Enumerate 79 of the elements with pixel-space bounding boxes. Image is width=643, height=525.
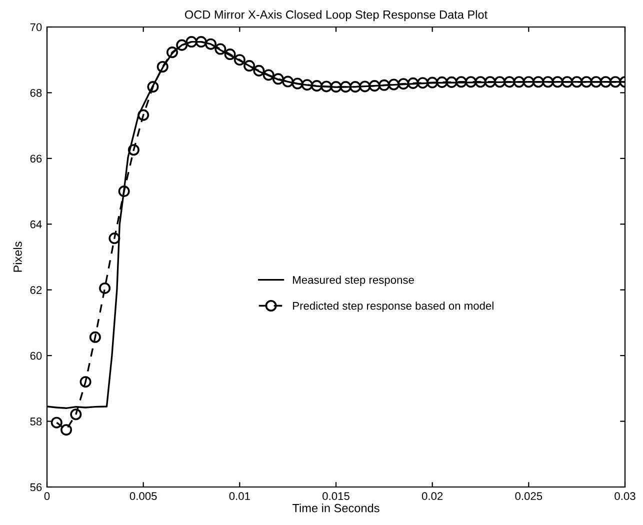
point xyxy=(234,54,246,66)
legend-label: Measured step response xyxy=(293,276,414,286)
point xyxy=(244,60,256,72)
point xyxy=(561,76,573,88)
point xyxy=(262,69,274,81)
point xyxy=(156,60,168,73)
point xyxy=(253,64,265,76)
point xyxy=(292,78,304,90)
point xyxy=(504,76,516,88)
point xyxy=(89,331,101,343)
point xyxy=(176,39,188,51)
point xyxy=(580,76,592,88)
point xyxy=(571,76,583,88)
point xyxy=(436,76,448,88)
point xyxy=(416,77,428,89)
point xyxy=(455,76,467,88)
legend-label: Predicted step response based on model xyxy=(293,302,494,312)
y-tick-label: 66 xyxy=(30,154,42,163)
point xyxy=(494,76,506,88)
x-tick-label: 0.03 xyxy=(614,492,636,500)
point xyxy=(350,81,362,93)
point xyxy=(310,80,322,92)
y-tick-label: 58 xyxy=(30,418,42,426)
point xyxy=(600,76,612,88)
point xyxy=(610,76,622,88)
point xyxy=(426,76,438,88)
point xyxy=(70,408,82,420)
point xyxy=(398,78,410,90)
y-tick-label: 64 xyxy=(30,220,42,228)
y-tick-label: 60 xyxy=(30,352,42,360)
x-tick-label: 0.005 xyxy=(130,492,157,500)
point xyxy=(368,80,380,92)
point xyxy=(542,76,554,88)
x-tick-label: 0.02 xyxy=(422,492,443,500)
y-tick-label: 56 xyxy=(30,483,42,492)
point xyxy=(195,36,207,48)
y-axis-title: Pixels xyxy=(13,242,22,272)
point xyxy=(186,36,198,48)
point xyxy=(118,186,130,198)
point xyxy=(147,81,159,93)
point xyxy=(224,48,236,60)
y-tick-label: 70 xyxy=(30,23,42,32)
point xyxy=(552,76,564,88)
x-tick-label: 0.025 xyxy=(515,492,542,500)
point xyxy=(522,76,534,88)
y-tick-label: 68 xyxy=(30,88,42,97)
point xyxy=(282,76,294,88)
chart-title: OCD Mirror X-Axis Closed Loop Step Response Data Plot xyxy=(185,10,488,22)
point xyxy=(359,80,371,92)
point xyxy=(465,76,477,88)
point xyxy=(340,81,352,93)
point xyxy=(378,79,390,91)
point xyxy=(474,76,486,88)
point xyxy=(99,282,111,294)
point xyxy=(214,43,226,55)
point xyxy=(388,78,400,90)
x-tick-label: 0.015 xyxy=(322,492,350,500)
point xyxy=(272,73,284,85)
point xyxy=(484,76,496,88)
point xyxy=(320,80,332,92)
point xyxy=(166,46,178,58)
point xyxy=(446,76,458,88)
x-tick-label: 0 xyxy=(44,492,50,500)
point xyxy=(50,416,62,428)
point xyxy=(513,76,525,88)
point xyxy=(128,144,140,156)
point xyxy=(532,76,544,88)
point xyxy=(205,38,217,50)
x-tick-label: 0.01 xyxy=(229,492,250,500)
x-axis-title: Time in Seconds xyxy=(292,504,380,512)
point xyxy=(590,76,602,88)
point xyxy=(138,109,150,121)
point xyxy=(108,232,120,244)
point xyxy=(60,424,72,436)
point xyxy=(80,376,92,388)
y-tick-label: 62 xyxy=(30,286,42,294)
point xyxy=(407,77,419,89)
point xyxy=(301,79,313,91)
point xyxy=(330,81,342,93)
